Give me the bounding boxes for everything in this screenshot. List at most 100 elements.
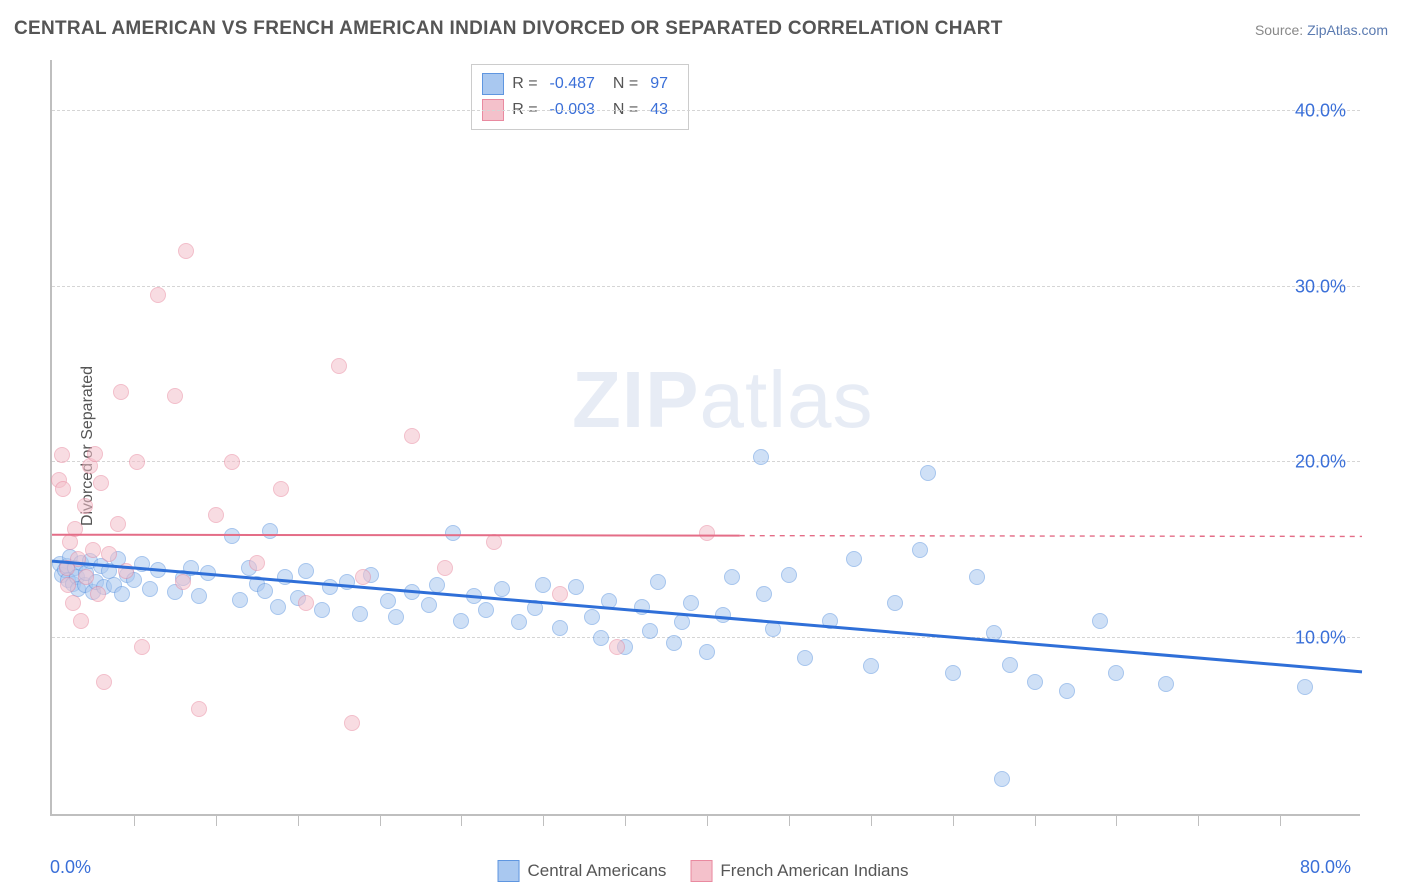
x-tick <box>789 814 790 826</box>
scatter-point-central <box>527 600 543 616</box>
scatter-point-central <box>650 574 666 590</box>
scatter-point-central <box>445 525 461 541</box>
scatter-point-central <box>552 620 568 636</box>
r-label: R = <box>512 75 537 93</box>
scatter-point-french <box>60 577 76 593</box>
scatter-point-french <box>150 287 166 303</box>
scatter-point-french <box>87 446 103 462</box>
gridline-h <box>52 637 1360 638</box>
scatter-point-central <box>114 586 130 602</box>
scatter-point-french <box>67 521 83 537</box>
gridline-h <box>52 110 1360 111</box>
legend-label: Central Americans <box>528 861 667 881</box>
regression-lines <box>52 60 1362 816</box>
r-value: -0.487 <box>546 75 605 93</box>
regression-line-french <box>52 535 740 536</box>
scatter-point-central <box>593 630 609 646</box>
scatter-point-french <box>298 595 314 611</box>
scatter-point-central <box>270 599 286 615</box>
scatter-point-french <box>65 595 81 611</box>
x-tick <box>1116 814 1117 826</box>
scatter-point-central <box>380 593 396 609</box>
scatter-point-central <box>453 613 469 629</box>
scatter-point-french <box>77 498 93 514</box>
x-tick <box>1280 814 1281 826</box>
legend-swatch <box>690 860 712 882</box>
scatter-point-central <box>466 588 482 604</box>
scatter-point-central <box>920 465 936 481</box>
scatter-point-central <box>232 592 248 608</box>
gridline-h <box>52 461 1360 462</box>
scatter-point-central <box>642 623 658 639</box>
scatter-point-central <box>887 595 903 611</box>
scatter-point-central <box>1059 683 1075 699</box>
plot-area: ZIPatlas R =-0.487N =97R =-0.003N =43 10… <box>50 60 1360 816</box>
scatter-point-french <box>404 428 420 444</box>
scatter-point-central <box>388 609 404 625</box>
x-tick <box>1198 814 1199 826</box>
scatter-point-central <box>912 542 928 558</box>
scatter-point-french <box>113 384 129 400</box>
scatter-point-central <box>134 556 150 572</box>
scatter-point-central <box>142 581 158 597</box>
scatter-point-french <box>249 555 265 571</box>
legend-corr-row-central: R =-0.487N =97 <box>482 71 678 97</box>
scatter-point-french <box>73 613 89 629</box>
y-tick-label: 30.0% <box>1295 276 1346 297</box>
scatter-point-central <box>674 614 690 630</box>
scatter-point-central <box>404 584 420 600</box>
scatter-point-french <box>96 674 112 690</box>
scatter-point-french <box>55 481 71 497</box>
scatter-point-french <box>208 507 224 523</box>
scatter-point-french <box>167 388 183 404</box>
regression-line-french-dashed <box>740 536 1362 537</box>
scatter-point-central <box>634 599 650 615</box>
scatter-point-french <box>70 551 86 567</box>
scatter-point-french <box>110 516 126 532</box>
n-label: N = <box>613 75 638 93</box>
scatter-point-french <box>191 701 207 717</box>
scatter-point-central <box>797 650 813 666</box>
scatter-point-french <box>355 569 371 585</box>
scatter-point-central <box>765 621 781 637</box>
legend-label: French American Indians <box>720 861 908 881</box>
x-tick <box>707 814 708 826</box>
scatter-point-central <box>277 569 293 585</box>
scatter-point-central <box>314 602 330 618</box>
x-tick <box>461 814 462 826</box>
scatter-point-french <box>331 358 347 374</box>
legend-correlation: R =-0.487N =97R =-0.003N =43 <box>471 64 689 130</box>
scatter-point-central <box>339 574 355 590</box>
gridline-h <box>52 286 1360 287</box>
scatter-point-french <box>93 475 109 491</box>
scatter-point-central <box>568 579 584 595</box>
scatter-point-central <box>1108 665 1124 681</box>
y-tick-label: 40.0% <box>1295 100 1346 121</box>
x-tick <box>1035 814 1036 826</box>
x-tick <box>380 814 381 826</box>
scatter-point-central <box>535 577 551 593</box>
scatter-point-central <box>1297 679 1313 695</box>
scatter-point-central <box>683 595 699 611</box>
scatter-point-french <box>699 525 715 541</box>
scatter-point-central <box>191 588 207 604</box>
scatter-point-central <box>781 567 797 583</box>
scatter-point-french <box>273 481 289 497</box>
scatter-point-french <box>101 546 117 562</box>
scatter-point-french <box>129 454 145 470</box>
scatter-point-french <box>134 639 150 655</box>
y-tick-label: 10.0% <box>1295 628 1346 649</box>
scatter-point-central <box>150 562 166 578</box>
x-tick-label: 0.0% <box>50 857 91 878</box>
source-label: Source: <box>1255 22 1307 38</box>
legend-swatch <box>498 860 520 882</box>
x-tick <box>953 814 954 826</box>
scatter-point-central <box>601 593 617 609</box>
scatter-point-central <box>584 609 600 625</box>
y-tick-label: 20.0% <box>1295 452 1346 473</box>
scatter-point-french <box>437 560 453 576</box>
scatter-point-central <box>511 614 527 630</box>
watermark: ZIPatlas <box>572 354 873 446</box>
scatter-point-central <box>200 565 216 581</box>
scatter-point-central <box>1158 676 1174 692</box>
